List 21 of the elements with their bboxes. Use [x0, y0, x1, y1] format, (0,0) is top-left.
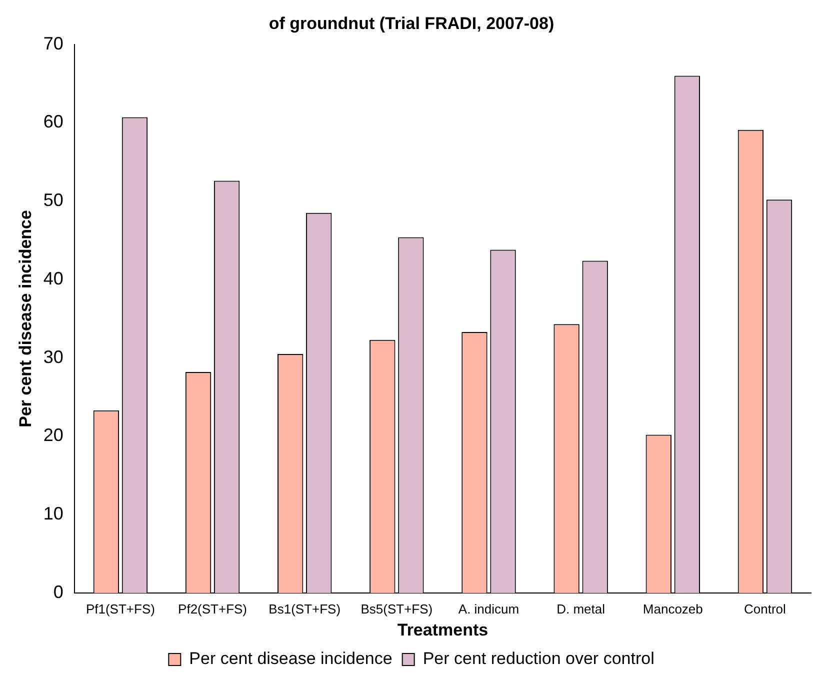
y-tick-label: 10: [43, 504, 64, 524]
y-tick-label: 30: [43, 346, 64, 367]
chart-title: of groundnut (Trial FRADI, 2007-08): [268, 14, 554, 33]
legend-label: Per cent reduction over control: [422, 649, 654, 668]
y-tick-label: 40: [43, 268, 64, 288]
x-tick-label: Control: [744, 601, 786, 616]
y-tick-label: 70: [43, 33, 64, 54]
x-tick-label: Pf1(ST+FS): [86, 601, 155, 616]
y-tick-label: 20: [43, 425, 64, 446]
x-tick-label: Bs5(ST+FS): [360, 601, 433, 616]
x-tick-label: D. metal: [556, 601, 606, 616]
y-tick-label: 60: [43, 112, 64, 132]
y-tick-label: 50: [43, 190, 64, 210]
y-axis-title: Per cent disease incidence: [16, 210, 35, 428]
x-tick-label: Pf2(ST+FS): [178, 601, 248, 616]
x-tick-label: Mancozeb: [642, 601, 703, 616]
legend-label: Per cent disease incidence: [189, 649, 392, 668]
x-tick-label: A. indicum: [458, 601, 520, 616]
x-axis-title: Treatments: [397, 620, 488, 640]
y-tick-label: 0: [53, 582, 64, 602]
x-tick-label: Bs1(ST+FS): [268, 601, 341, 616]
